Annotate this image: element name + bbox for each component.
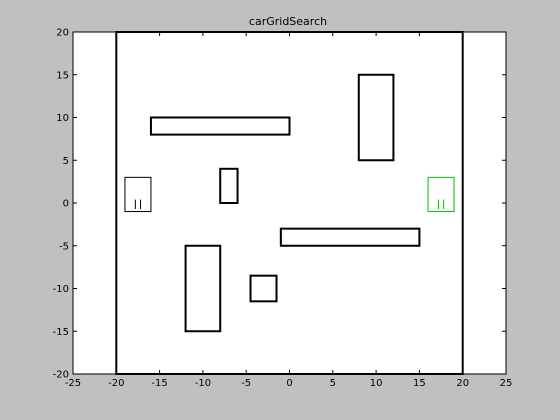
x-tick-label: 5 [330, 378, 336, 389]
x-tick-label: 20 [456, 378, 469, 389]
y-tick-label: 10 [56, 113, 69, 124]
x-tick-label: -20 [108, 378, 124, 389]
y-tick-label: -5 [59, 241, 69, 252]
obstacle-top-right-vertical [357, 73, 395, 162]
goal-car [427, 176, 455, 213]
obstacle-small-center [219, 167, 239, 205]
plot-area: -25 -20 -15 -10 -5 0 5 10 15 20 25-20-15-10-505101… [53, 28, 513, 390]
y-tick-label: -10 [53, 284, 69, 295]
y-tick-label: -15 [53, 327, 69, 338]
x-tick-label: 15 [413, 378, 426, 389]
x-tick-label: 25 [500, 378, 513, 389]
obstacle-small-square [249, 274, 278, 303]
y-tick-label: 15 [56, 70, 69, 81]
x-tick-label: -10 [195, 378, 211, 389]
y-tick-label: 5 [63, 156, 69, 167]
obstacle-mid-horizontal [279, 227, 421, 247]
x-tick-label: -25 [65, 378, 81, 389]
obstacle-bottom-left-vertical [184, 244, 222, 333]
y-tick-label: 20 [56, 28, 69, 39]
start-car [124, 176, 152, 213]
x-tick-label: 0 [286, 378, 292, 389]
obstacle-top-horizontal [149, 116, 291, 136]
axes-background [73, 32, 506, 374]
x-tick-label: 10 [370, 378, 383, 389]
x-tick-label: -15 [151, 378, 167, 389]
y-tick-label: -20 [53, 370, 69, 381]
y-tick-label: 0 [63, 199, 69, 210]
x-tick-label: -5 [241, 378, 251, 389]
chart-title: carGridSearch [249, 15, 327, 28]
